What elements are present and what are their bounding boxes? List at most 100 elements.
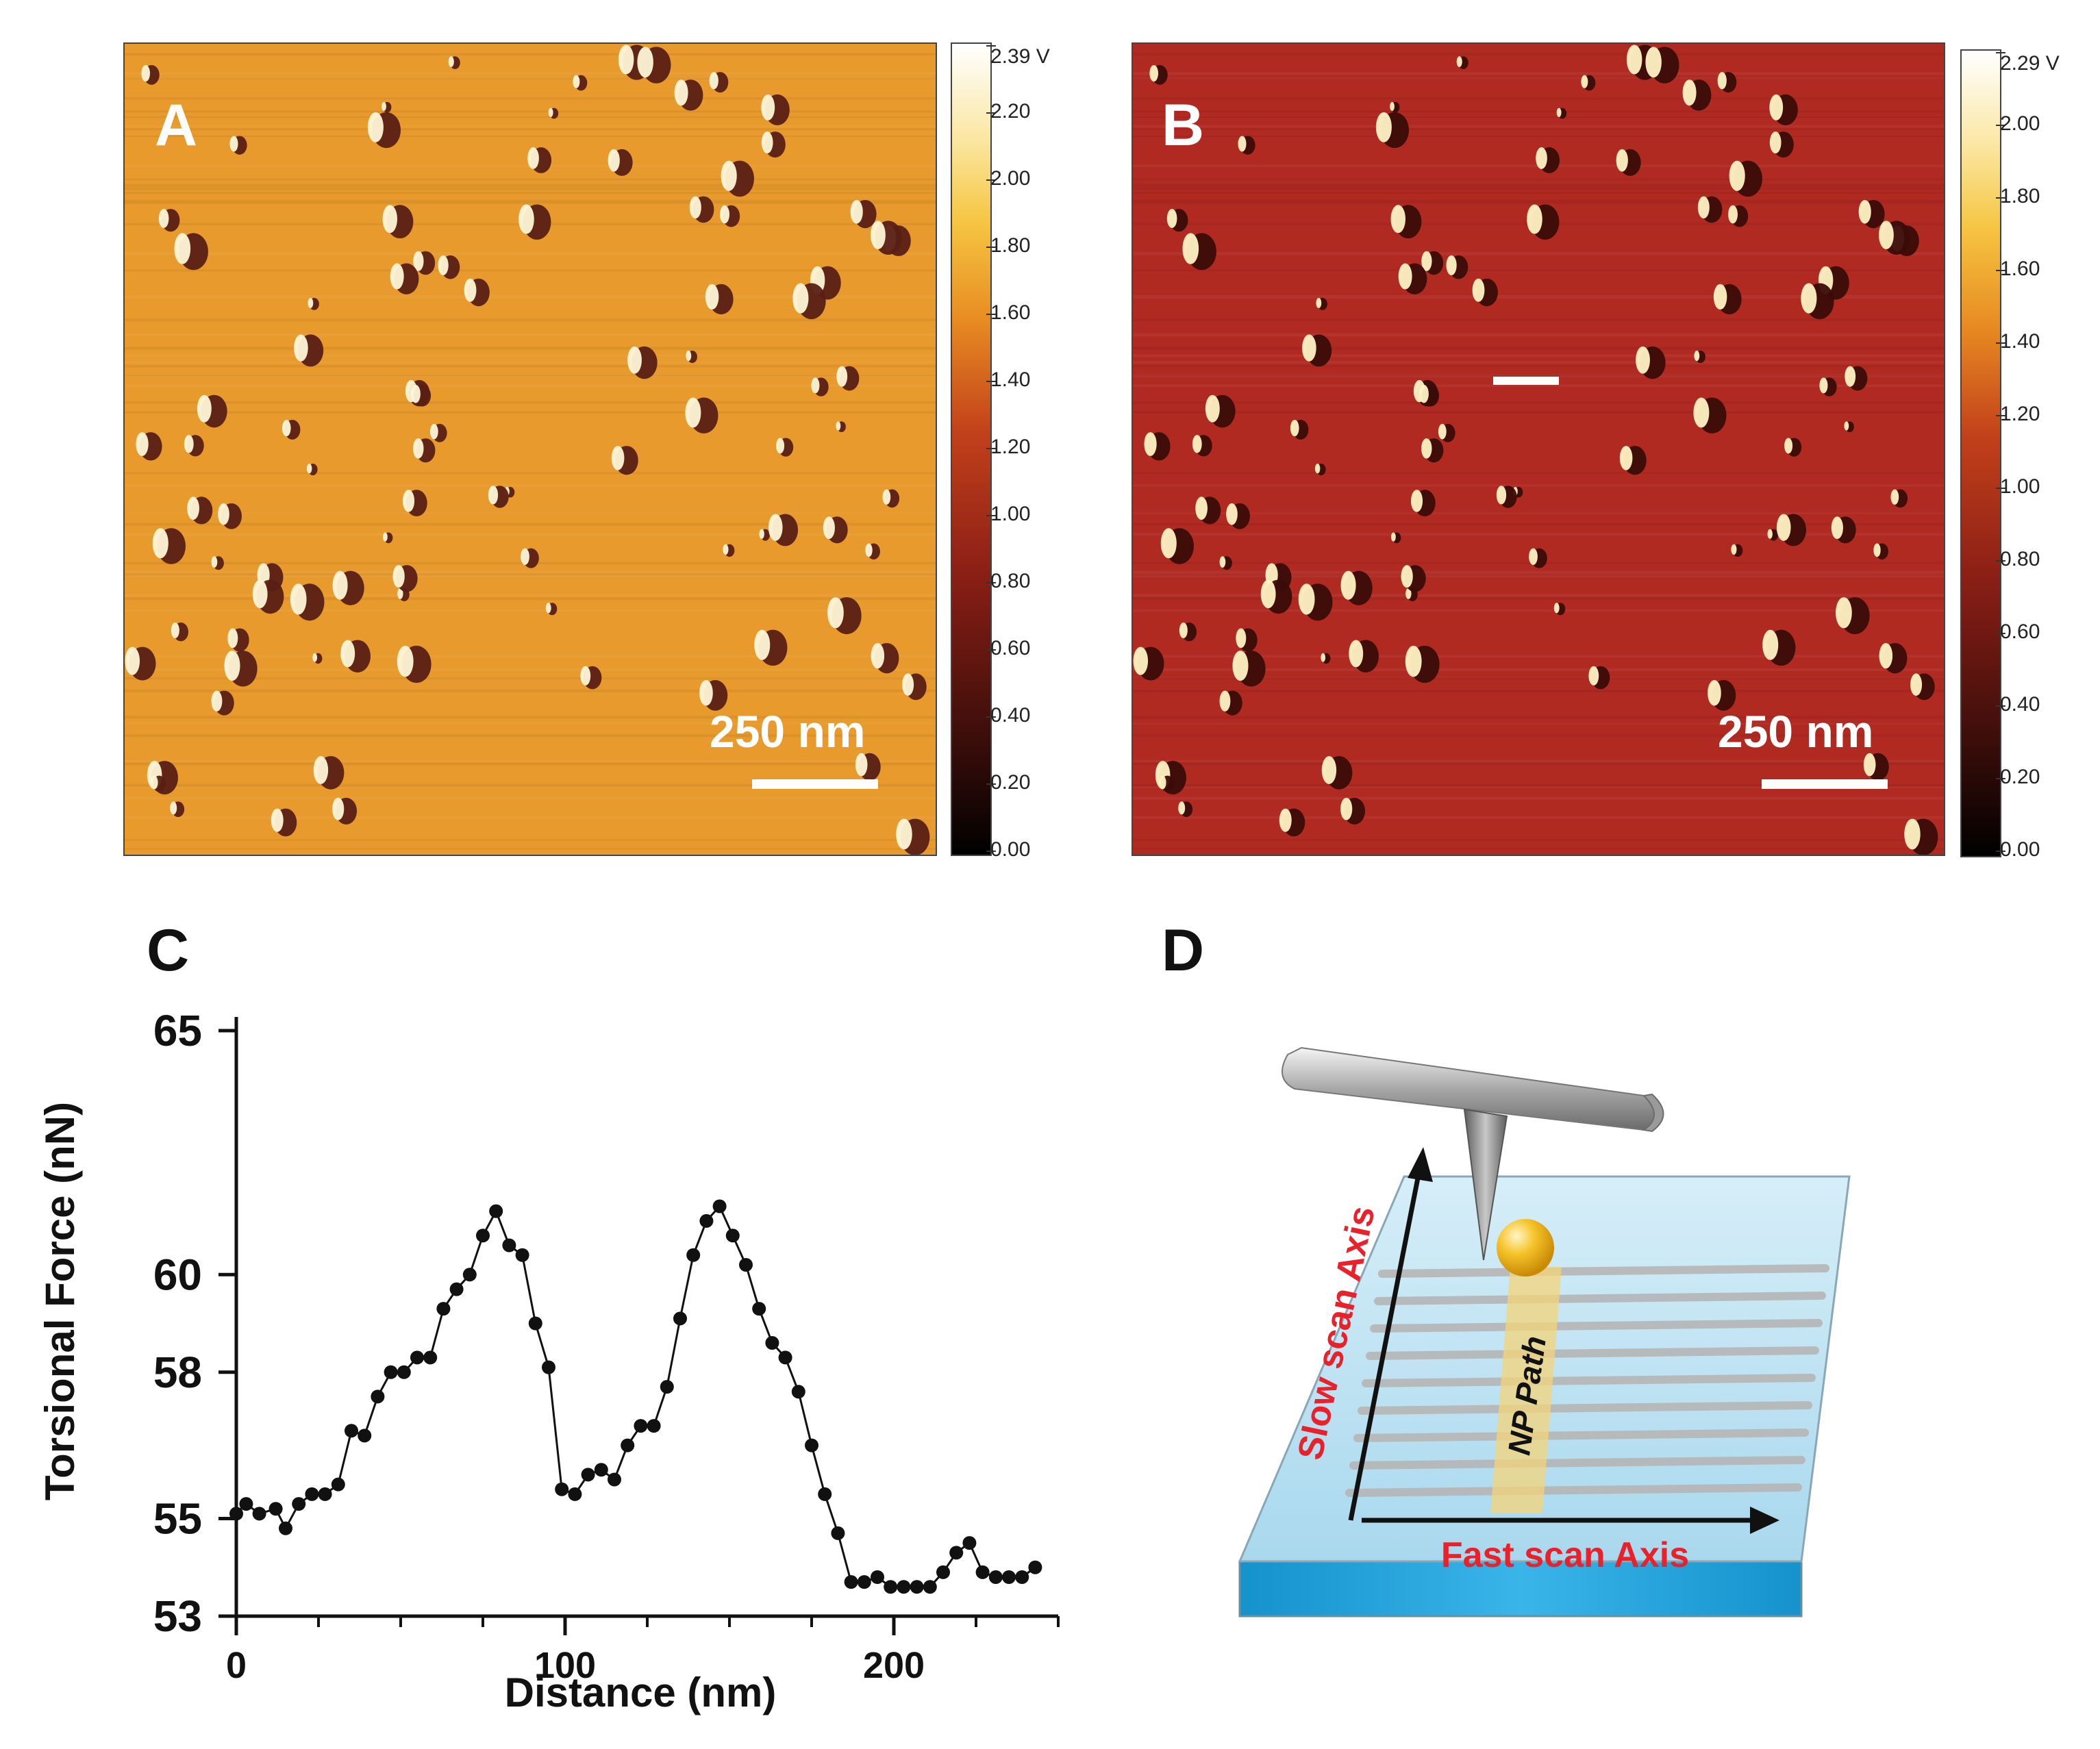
scan-streak xyxy=(125,411,936,414)
scan-streak xyxy=(1133,252,1944,255)
surface-feature xyxy=(1390,205,1422,239)
surface-feature xyxy=(1405,645,1440,683)
colorbar-tick-label: 0.80 xyxy=(990,570,1031,592)
scan-streak xyxy=(125,677,936,680)
data-point xyxy=(528,1316,542,1331)
scan-streak xyxy=(1133,597,1944,601)
surface-feature xyxy=(1776,514,1807,546)
surface-feature xyxy=(521,548,539,568)
surface-feature xyxy=(1398,263,1427,294)
surface-feature xyxy=(827,597,862,635)
colorbar-tick xyxy=(986,179,996,181)
surface-feature xyxy=(1784,438,1802,457)
slow-axis-arrow xyxy=(1348,1160,1424,1521)
surface-feature xyxy=(882,489,900,508)
surface-feature xyxy=(313,756,345,790)
data-point xyxy=(871,1570,884,1584)
surface-feature xyxy=(1863,753,1889,781)
y-tick-label: 58 xyxy=(153,1348,202,1397)
surface-feature xyxy=(527,147,552,173)
y-tick-label: 65 xyxy=(153,1006,202,1055)
surface-feature xyxy=(1769,131,1794,158)
colorbar-tick xyxy=(986,649,996,651)
surface-feature xyxy=(271,808,297,837)
colorbar-tick-label: 2.00 xyxy=(2000,112,2040,135)
scan-streak xyxy=(1133,201,1944,204)
scan-streak xyxy=(1133,135,1944,138)
surface-feature xyxy=(1421,251,1444,275)
surface-feature xyxy=(1314,464,1326,476)
colorbar-tick-label: 1.60 xyxy=(2000,257,2040,280)
scan-streak xyxy=(125,472,936,475)
surface-feature xyxy=(174,233,208,270)
scan-streak xyxy=(125,512,936,514)
scan-streak xyxy=(1133,796,1944,800)
scan-streak xyxy=(125,484,936,487)
surface-feature xyxy=(187,496,213,525)
scan-streak xyxy=(1133,668,1944,671)
scan-streak xyxy=(1133,762,1944,766)
surface-feature xyxy=(340,640,371,672)
colorbar-tick xyxy=(1996,197,2005,199)
surface-feature xyxy=(1340,797,1366,825)
colorbar-tick xyxy=(986,582,996,583)
scan-streak xyxy=(125,594,936,597)
colorbar-tick-label: 2.39 V xyxy=(990,45,1050,68)
scan-streak xyxy=(1133,77,1944,79)
panel-b: B 250 nm 2.29 V 2.00 1.80 1.60 1.40 1.20 1.00 0… xyxy=(1055,0,2100,877)
surface-feature xyxy=(1219,556,1232,570)
data-point xyxy=(884,1580,898,1594)
surface-feature xyxy=(211,556,224,570)
colorbar-tick xyxy=(1996,705,2005,707)
surface-feature xyxy=(1693,397,1727,433)
x-tick-label: 0 xyxy=(226,1645,247,1686)
panel-letter-b: B xyxy=(1162,92,1205,158)
data-point xyxy=(988,1570,1003,1584)
surface-feature xyxy=(1410,490,1436,517)
surface-feature xyxy=(1472,278,1498,307)
surface-feature xyxy=(211,690,234,716)
surface-feature xyxy=(1160,528,1195,564)
surface-feature xyxy=(685,397,718,433)
x-tick-label: 100 xyxy=(534,1645,596,1686)
scan-streak xyxy=(125,77,936,79)
scan-streak xyxy=(125,72,936,75)
data-point xyxy=(660,1380,674,1394)
surface-feature xyxy=(1375,112,1410,149)
scan-streak xyxy=(1133,294,1944,299)
surface-feature xyxy=(308,297,319,310)
surface-feature xyxy=(1636,346,1666,379)
surface-feature xyxy=(768,514,799,546)
surface-feature xyxy=(1179,622,1197,642)
surface-feature xyxy=(224,651,258,687)
afm-tip xyxy=(1463,1108,1508,1261)
scan-streak xyxy=(1133,760,1944,763)
colorbar-a xyxy=(951,42,992,856)
surface-feature xyxy=(1302,334,1332,367)
scan-streak xyxy=(125,848,936,850)
afm-lateral-force-map-a xyxy=(125,44,936,855)
scan-streak xyxy=(125,816,936,819)
scan-streak xyxy=(125,573,936,576)
surface-feature xyxy=(1728,205,1749,227)
surface-feature xyxy=(1446,255,1468,279)
scan-streak xyxy=(1133,677,1944,679)
surface-feature xyxy=(227,628,249,652)
data-point xyxy=(712,1199,727,1213)
scan-streak xyxy=(125,187,936,190)
surface-feature xyxy=(709,72,729,93)
panel-c-chart: 53 55 58 60 65 0 100 200 Distance (nm) Torsiona… xyxy=(37,1006,1060,1715)
scan-streak xyxy=(125,178,936,181)
colorbar-tick xyxy=(986,112,996,114)
fast-axis-label: Fast scan Axis xyxy=(1441,1535,1689,1575)
surface-feature xyxy=(1831,516,1856,544)
surface-feature xyxy=(1260,579,1292,614)
surface-feature xyxy=(1321,653,1331,664)
scan-streak xyxy=(125,668,936,671)
colorbar-tick xyxy=(1996,778,2005,779)
surface-feature xyxy=(1844,421,1854,433)
colorbar-tick-label: 1.40 xyxy=(990,368,1031,391)
surface-feature xyxy=(1619,446,1647,475)
surface-feature xyxy=(1390,101,1400,113)
surface-feature xyxy=(1708,680,1736,711)
